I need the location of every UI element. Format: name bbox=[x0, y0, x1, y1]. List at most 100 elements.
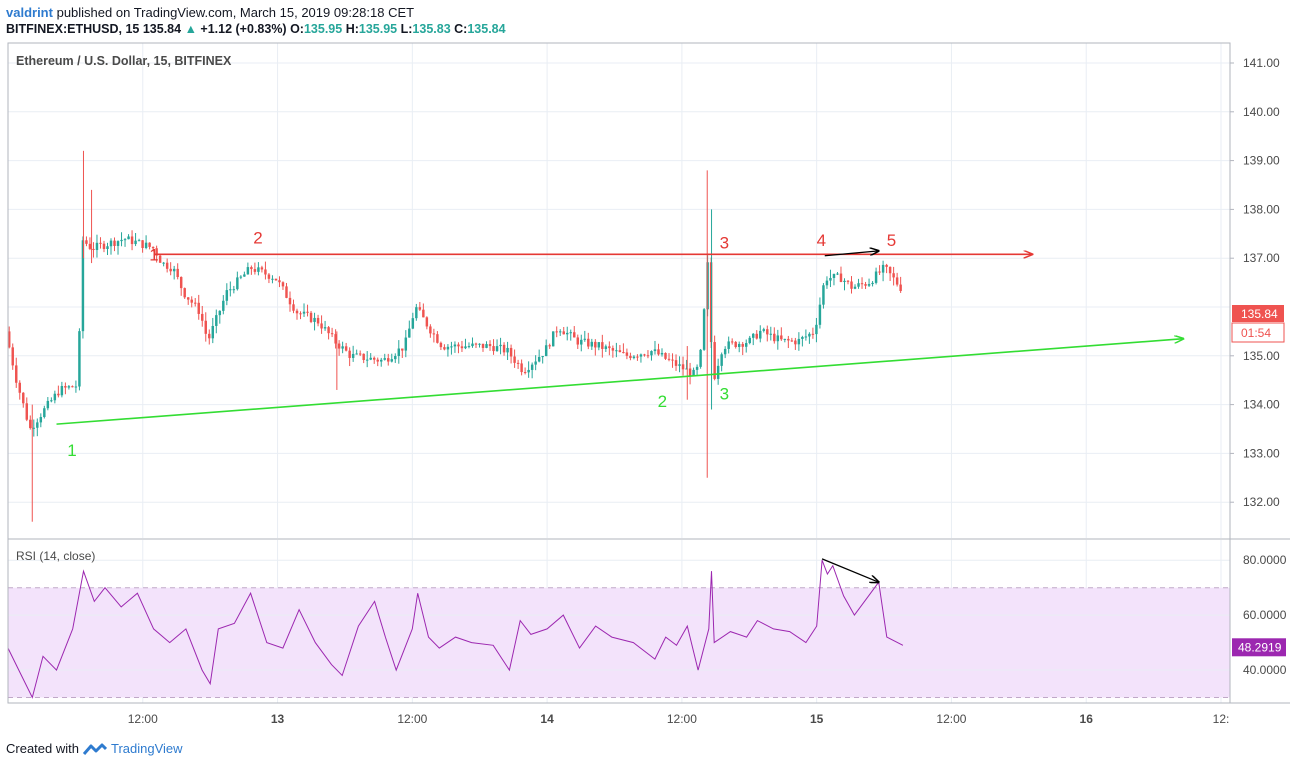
candle-body bbox=[422, 309, 425, 318]
candle bbox=[172, 265, 176, 280]
rsi-title: RSI (14, close) bbox=[16, 549, 95, 563]
candle bbox=[278, 276, 281, 288]
candle bbox=[432, 328, 436, 343]
published-text: published on TradingView.com, March 15, … bbox=[56, 5, 415, 20]
candle-body bbox=[95, 242, 99, 251]
candle-body bbox=[818, 304, 822, 325]
candle bbox=[78, 328, 81, 391]
time-tick-label: 15 bbox=[810, 712, 824, 726]
candle bbox=[583, 330, 587, 342]
countdown-tag bbox=[1231, 322, 1285, 343]
candle-body bbox=[587, 338, 590, 347]
candle bbox=[288, 291, 292, 312]
candle bbox=[183, 287, 186, 299]
open-value: 135.95 bbox=[303, 22, 343, 36]
candle bbox=[825, 276, 829, 289]
time-tick-label: 12:00 bbox=[397, 712, 427, 726]
candle-body bbox=[309, 312, 313, 322]
candle-body bbox=[172, 268, 176, 272]
candle bbox=[797, 332, 801, 351]
candle-body bbox=[299, 313, 302, 315]
candle bbox=[109, 238, 113, 255]
candle-body bbox=[148, 242, 151, 247]
candle bbox=[530, 362, 534, 379]
candle-body bbox=[618, 350, 622, 353]
candle-body bbox=[822, 285, 825, 305]
candle-body bbox=[201, 313, 204, 321]
candle bbox=[123, 238, 127, 247]
candle-body bbox=[478, 343, 481, 345]
time-tick-label: 12:00 bbox=[936, 712, 966, 726]
candle bbox=[801, 335, 804, 347]
candle-body bbox=[871, 282, 874, 285]
candle bbox=[657, 343, 660, 356]
candle bbox=[769, 326, 773, 341]
candle-body bbox=[702, 309, 706, 350]
candle-body bbox=[608, 346, 611, 349]
candle bbox=[8, 326, 11, 349]
candle-body bbox=[334, 334, 337, 344]
candle-body bbox=[260, 267, 264, 270]
candle bbox=[667, 353, 671, 362]
tradingview-brand-link[interactable]: TradingView bbox=[110, 741, 183, 756]
candle bbox=[759, 325, 762, 343]
candle bbox=[695, 364, 699, 376]
candle bbox=[404, 330, 408, 358]
candle bbox=[457, 342, 460, 354]
candle bbox=[671, 353, 674, 368]
candle-body bbox=[516, 362, 520, 364]
candle bbox=[253, 262, 257, 275]
candle-body bbox=[197, 302, 200, 314]
candle-body bbox=[450, 346, 453, 348]
candle-body bbox=[846, 280, 850, 282]
candle-body bbox=[794, 340, 797, 345]
candle-body bbox=[688, 368, 692, 376]
candle bbox=[369, 353, 372, 361]
candle-body bbox=[867, 284, 871, 286]
candle bbox=[330, 327, 334, 338]
candle-body bbox=[766, 329, 769, 335]
candle-body bbox=[281, 282, 285, 287]
candle bbox=[537, 349, 541, 363]
candle bbox=[11, 343, 14, 370]
symbol-name[interactable]: BITFINEX:ETHUSD, 15 bbox=[6, 22, 140, 36]
candle bbox=[215, 309, 218, 334]
price-pane[interactable]: Ethereum / U.S. Dollar, 15, BITFINEX 1 2 3 4… bbox=[8, 43, 1230, 538]
candle-body bbox=[78, 331, 81, 387]
candle-body bbox=[369, 357, 372, 360]
candle-body bbox=[330, 333, 334, 335]
candle bbox=[713, 335, 716, 381]
candle bbox=[67, 385, 71, 390]
candle bbox=[653, 340, 657, 355]
candle bbox=[99, 237, 102, 249]
candle-body bbox=[734, 342, 737, 347]
candle-body bbox=[674, 360, 678, 366]
candle bbox=[344, 342, 348, 352]
candle bbox=[186, 297, 190, 305]
candle-body bbox=[808, 333, 811, 337]
candle bbox=[309, 310, 313, 324]
candle bbox=[685, 359, 688, 370]
candle-body bbox=[615, 350, 618, 352]
candle bbox=[492, 339, 495, 355]
candle bbox=[829, 269, 832, 288]
candle-body bbox=[643, 354, 646, 356]
axes: 141.00 140.00 139.00 138.00 137.00 135.00 134.… bbox=[7, 42, 1290, 726]
candle-body bbox=[169, 268, 172, 272]
candle bbox=[881, 260, 885, 282]
candle bbox=[137, 238, 141, 242]
candle bbox=[811, 327, 815, 339]
candle bbox=[229, 281, 232, 297]
candle-body bbox=[158, 255, 162, 263]
candle-body bbox=[699, 349, 702, 367]
candle-body bbox=[667, 358, 671, 360]
price-tick-label: 135.00 bbox=[1243, 349, 1280, 363]
candle-body bbox=[537, 356, 541, 362]
candle-body bbox=[208, 333, 211, 339]
chart-canvas[interactable]: Ethereum / U.S. Dollar, 15, BITFINEX 1 2 3 4… bbox=[0, 0, 1295, 740]
candle-body bbox=[320, 323, 323, 329]
rsi-pane[interactable]: RSI (14, close) bbox=[7, 540, 1230, 703]
author-link[interactable]: valdrint bbox=[6, 5, 53, 20]
support-touch-label: 3 bbox=[720, 385, 729, 404]
candle bbox=[264, 261, 267, 280]
